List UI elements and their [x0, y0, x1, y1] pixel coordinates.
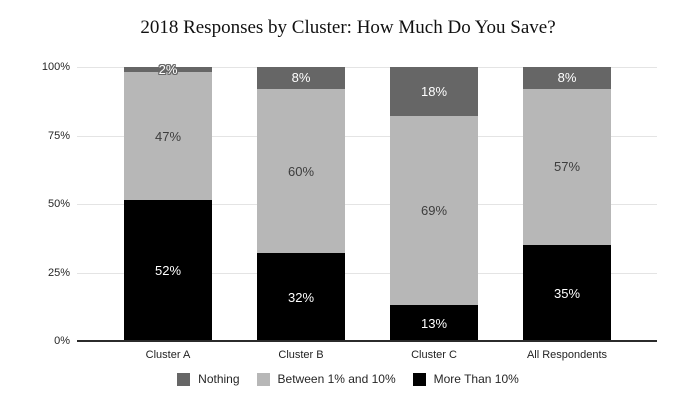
bar-segment: 60%	[257, 88, 345, 254]
plot-area: 2% 47% 52% Cluster A 8% 60% 32% Cluster B 18% 69%…	[77, 63, 657, 361]
bar-segment: 69%	[390, 116, 478, 306]
y-axis-tick-label: 25%	[47, 266, 70, 279]
segment-data-label: 32%	[287, 289, 315, 305]
segment-data-label: 69%	[420, 203, 448, 219]
y-axis-tick-label: 100%	[41, 61, 70, 73]
chart-legend: Nothing Between 1% and 10% More Than 10%	[0, 372, 696, 386]
bar-column: 18% 69% 13%	[390, 67, 478, 341]
segment-data-label: 18%	[420, 84, 448, 100]
x-axis-category-label: Cluster B	[278, 349, 324, 361]
segment-data-label: 8%	[291, 70, 311, 86]
bar-segment: 13%	[390, 305, 478, 341]
segment-data-label: 13%	[420, 315, 448, 331]
legend-label: Between 1% and 10%	[277, 372, 396, 386]
x-axis-category-label: Cluster C	[411, 349, 457, 361]
y-axis-tick-label: 0%	[54, 335, 70, 347]
gridline	[77, 204, 657, 205]
legend-swatch	[256, 372, 270, 386]
segment-data-label: 35%	[553, 285, 581, 301]
bar-segment: 18%	[390, 67, 478, 117]
bar-segment: 47%	[124, 72, 212, 200]
legend-item: Nothing	[177, 372, 240, 386]
segment-data-label: 57%	[553, 159, 581, 175]
segment-data-label: 8%	[557, 70, 577, 86]
segment-data-label: 60%	[287, 163, 315, 179]
segment-data-label: 47%	[154, 128, 182, 144]
bar-column: 2% 47% 52%	[124, 63, 212, 341]
legend-label: Nothing	[198, 372, 240, 386]
bar-segment: 8%	[257, 67, 345, 89]
x-axis-category-label: Cluster A	[145, 349, 191, 361]
bar-column: 8% 60% 32%	[257, 67, 345, 341]
legend-label: More Than 10%	[433, 372, 519, 386]
segment-data-label: 52%	[154, 262, 182, 278]
gridline	[77, 272, 657, 274]
legend-item: Between 1% and 10%	[256, 372, 396, 386]
bar-segment: 32%	[257, 253, 345, 341]
legend-swatch	[177, 372, 191, 386]
gridline	[77, 135, 657, 137]
y-axis-tick-label: 50%	[47, 198, 70, 210]
segment-data-label: 2%	[158, 62, 178, 78]
bar-segment: 35%	[523, 245, 611, 341]
legend-swatch	[412, 372, 426, 386]
x-axis-category-label: All Respondents	[526, 349, 608, 361]
gridline	[77, 67, 657, 68]
bar-segment: 8%	[523, 67, 611, 89]
bar-segment: 52%	[124, 199, 212, 341]
bar-segment: 57%	[523, 88, 611, 246]
legend-item: More Than 10%	[412, 372, 519, 386]
bar-column: 8% 57% 35%	[523, 67, 611, 341]
chart-title: 2018 Responses by Cluster: How Much Do Y…	[140, 17, 556, 38]
x-axis-line	[77, 340, 657, 342]
y-axis-tick-label: 75%	[47, 129, 70, 142]
bar-segment: 2%	[124, 63, 212, 76]
